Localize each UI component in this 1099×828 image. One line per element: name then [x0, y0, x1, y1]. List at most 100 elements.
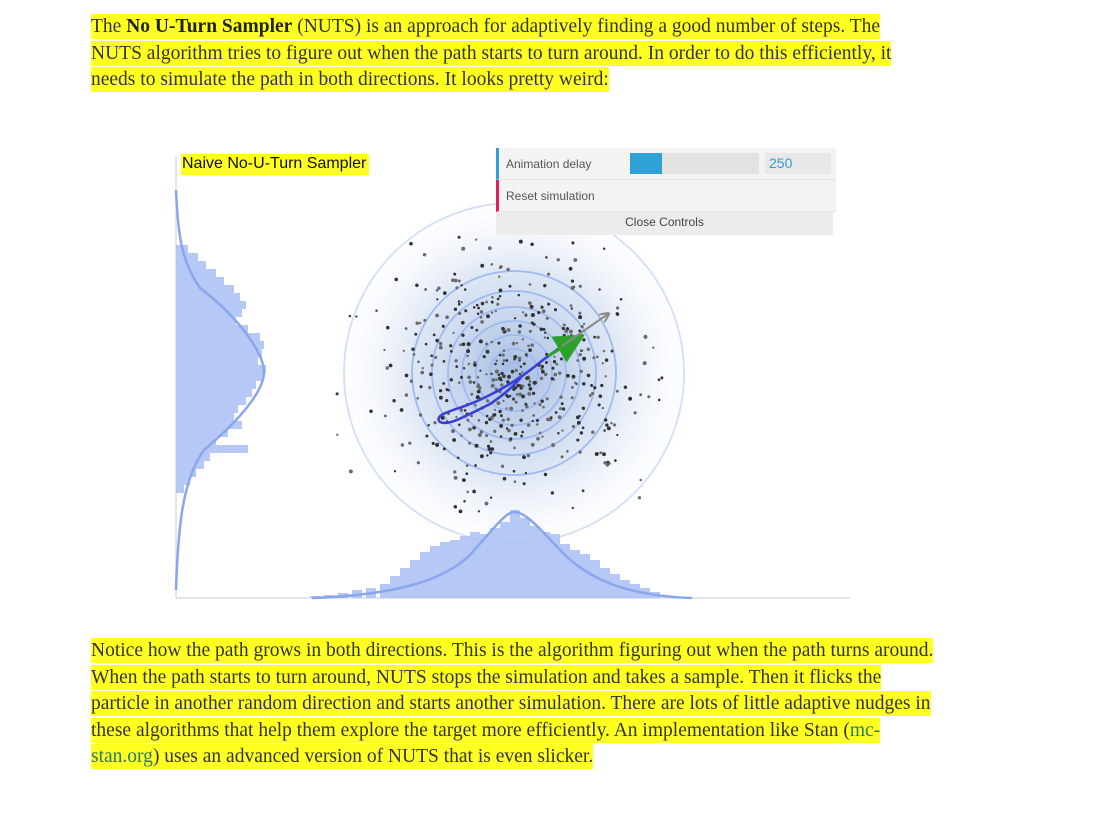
sample-point	[475, 303, 479, 307]
close-controls-button[interactable]: Close Controls	[496, 212, 833, 235]
sample-point	[386, 325, 390, 330]
histogram-bar	[540, 532, 550, 598]
sample-point	[479, 315, 483, 319]
sample-point	[485, 300, 489, 304]
reset-simulation-button[interactable]: Reset simulation	[496, 180, 836, 212]
sample-point	[510, 423, 514, 428]
histogram-bar	[520, 518, 530, 598]
sample-point	[437, 286, 441, 290]
nuts-visualization: Naive No-U-Turn Sampler	[172, 150, 854, 602]
sample-point	[590, 384, 594, 387]
sample-point	[427, 423, 430, 427]
sample-point	[460, 375, 463, 379]
sample-point	[419, 385, 423, 389]
sample-point	[569, 333, 574, 338]
sample-point	[438, 345, 443, 350]
sample-point	[545, 316, 549, 320]
sample-point	[514, 400, 518, 404]
animation-delay-control: Animation delay 250	[496, 148, 836, 180]
mc-stan-link[interactable]: mc-stan.org	[91, 719, 881, 768]
animation-delay-slider[interactable]	[630, 153, 759, 174]
sample-point	[555, 362, 559, 366]
sample-point	[615, 389, 619, 393]
sample-point	[586, 347, 590, 351]
sample-point	[601, 406, 605, 410]
sample-point	[432, 333, 436, 337]
sample-point	[472, 426, 476, 430]
histogram-bar	[176, 309, 242, 317]
sample-point	[477, 386, 482, 390]
sample-point	[539, 327, 544, 332]
histogram-bar	[176, 285, 234, 293]
animation-delay-input[interactable]: 250	[765, 153, 831, 174]
sample-point	[615, 312, 620, 316]
sample-point	[501, 326, 505, 331]
sample-point	[581, 426, 585, 430]
sample-point	[487, 447, 492, 451]
sample-point	[496, 401, 501, 406]
sample-point	[435, 338, 440, 343]
sample-point	[592, 356, 596, 360]
sample-point	[582, 322, 586, 326]
sample-point	[545, 397, 549, 401]
sample-point	[463, 288, 467, 291]
sample-point	[355, 315, 358, 318]
sample-point	[472, 306, 476, 309]
sample-point	[575, 415, 580, 420]
momentum-arrow	[547, 334, 585, 363]
sample-point	[392, 399, 396, 403]
sample-point	[462, 367, 466, 370]
sample-point	[485, 373, 488, 376]
sample-point	[522, 455, 526, 460]
explanation-paragraph: Notice how the path grows in both direct…	[91, 638, 941, 771]
sample-point	[498, 265, 502, 270]
sample-point	[499, 423, 504, 428]
sample-point	[553, 372, 558, 377]
sample-point	[557, 432, 560, 435]
sample-point	[540, 364, 544, 369]
sample-point	[438, 389, 443, 393]
sample-point	[637, 496, 642, 500]
sample-point	[549, 416, 553, 420]
sample-point	[475, 328, 479, 332]
sample-point	[440, 415, 445, 420]
sample-point	[431, 441, 435, 445]
histogram-bar	[550, 534, 560, 598]
sample-point	[461, 246, 466, 251]
histogram-bar	[570, 550, 580, 598]
sample-point	[418, 321, 422, 325]
sample-point	[525, 404, 529, 409]
sample-point	[588, 394, 592, 397]
sample-point	[570, 279, 575, 283]
sample-point	[425, 434, 429, 438]
sample-point	[455, 365, 459, 368]
sample-point	[486, 454, 489, 457]
histogram-bar	[176, 413, 234, 421]
histogram-bar	[176, 485, 184, 493]
sample-point	[538, 403, 542, 407]
sample-point	[486, 399, 490, 403]
sample-point	[518, 324, 522, 328]
sample-point	[335, 392, 339, 396]
sample-point	[404, 393, 409, 397]
sample-point	[546, 417, 550, 422]
sample-point	[531, 419, 534, 423]
sample-point	[586, 373, 591, 378]
sample-point	[604, 358, 609, 362]
sample-point	[570, 385, 574, 389]
sample-point	[495, 378, 498, 382]
sample-point	[643, 334, 648, 339]
sample-point	[452, 331, 455, 335]
sample-point	[429, 372, 433, 376]
sample-point	[538, 431, 542, 435]
sample-point	[491, 296, 494, 299]
sample-point	[458, 381, 461, 384]
sample-point	[458, 311, 462, 316]
sample-point	[422, 252, 427, 257]
sample-point	[562, 333, 566, 337]
histogram-bar	[510, 510, 520, 598]
sample-point	[580, 334, 584, 338]
sample-point	[424, 287, 428, 291]
contour	[475, 334, 553, 412]
sample-point	[597, 403, 601, 407]
